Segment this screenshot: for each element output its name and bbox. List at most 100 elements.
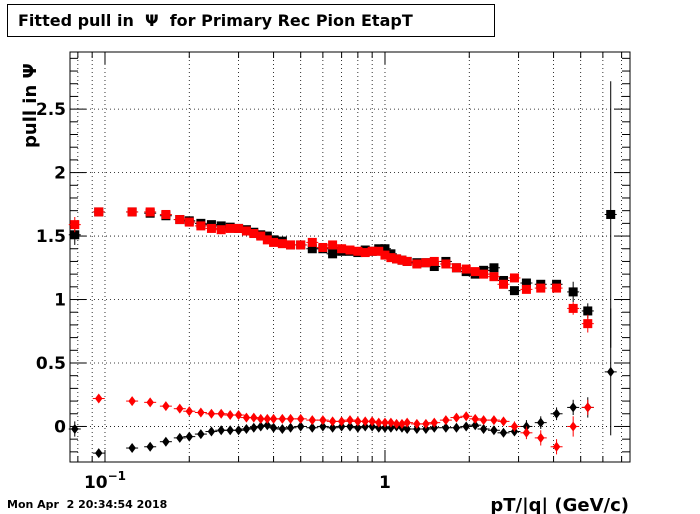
data-point-diamond xyxy=(176,403,184,414)
timestamp: Mon Apr 2 20:34:54 2018 xyxy=(7,498,168,511)
data-point-diamond xyxy=(552,441,561,452)
data-point-square xyxy=(206,223,216,233)
data-point-square xyxy=(568,303,578,313)
data-point-square xyxy=(241,226,251,236)
data-point-diamond xyxy=(278,423,287,434)
data-point-square xyxy=(451,263,461,273)
data-point-diamond xyxy=(479,423,488,434)
data-point-diamond xyxy=(308,415,317,426)
data-point-diamond xyxy=(606,366,615,377)
data-point-diamond xyxy=(337,421,346,432)
data-point-diamond xyxy=(346,415,354,426)
data-point-square xyxy=(552,283,562,293)
grid-lines xyxy=(70,52,630,462)
data-point-square xyxy=(583,306,593,316)
x-tick-label: 1 xyxy=(379,473,391,493)
y-tick-label: 1.5 xyxy=(36,227,66,247)
data-point-square xyxy=(461,264,471,274)
data-point-diamond xyxy=(387,422,395,433)
data-point-diamond xyxy=(552,408,561,419)
data-point-square xyxy=(256,231,266,241)
data-point-diamond xyxy=(499,416,508,427)
data-point-diamond xyxy=(319,415,327,426)
data-point-diamond xyxy=(462,421,470,432)
data-point-square xyxy=(360,248,370,258)
data-point-diamond xyxy=(197,407,205,418)
data-point-diamond xyxy=(374,422,383,433)
data-point-diamond xyxy=(337,416,346,427)
data-point-diamond xyxy=(569,421,577,432)
data-point-square xyxy=(412,259,422,269)
data-point-diamond xyxy=(368,421,376,432)
data-point-square xyxy=(489,272,499,282)
data-point-diamond xyxy=(94,393,103,404)
data-point-diamond xyxy=(146,441,154,452)
y-tick-label: 0.5 xyxy=(36,354,66,374)
data-point-diamond xyxy=(354,422,362,433)
data-point-square xyxy=(367,246,377,256)
data-point-diamond xyxy=(361,421,369,432)
data-point-diamond xyxy=(346,421,354,432)
data-point-diamond xyxy=(430,422,439,433)
data-point-diamond xyxy=(422,423,430,434)
y-tick-label: 2 xyxy=(54,164,66,184)
series xyxy=(68,207,594,333)
data-point-diamond xyxy=(374,417,383,428)
data-point-square xyxy=(509,273,519,283)
series xyxy=(68,308,617,459)
data-point-square xyxy=(225,223,235,233)
data-point-diamond xyxy=(269,422,278,433)
data-point-diamond xyxy=(286,413,295,424)
data-point-diamond xyxy=(242,412,251,423)
data-point-square xyxy=(196,221,206,231)
data-point-square xyxy=(402,256,412,266)
data-point-diamond xyxy=(217,408,225,419)
series xyxy=(92,393,594,455)
chart-title: Fitted pull in Ψ for Primary Rec Pion Et… xyxy=(18,11,413,30)
data-point-square xyxy=(307,244,317,254)
data-point-diamond xyxy=(217,425,225,436)
data-point-diamond xyxy=(269,413,278,424)
axis-ticks xyxy=(70,52,630,462)
data-point-diamond xyxy=(256,421,265,432)
data-marks xyxy=(68,81,617,459)
data-point-square xyxy=(374,246,384,256)
data-point-diamond xyxy=(442,422,450,433)
data-point-square xyxy=(262,235,272,245)
data-point-diamond xyxy=(522,427,531,438)
data-point-square xyxy=(94,207,104,217)
plot-frame xyxy=(69,51,631,463)
data-point-diamond xyxy=(536,417,545,428)
data-point-diamond xyxy=(185,406,194,417)
data-point-diamond xyxy=(361,416,369,427)
data-point-diamond xyxy=(207,426,216,437)
data-point-diamond xyxy=(296,421,305,432)
data-point-square xyxy=(380,244,390,254)
y-tick-label: 2.5 xyxy=(36,100,66,120)
data-point-square xyxy=(70,230,80,240)
data-point-diamond xyxy=(422,418,430,429)
data-point-diamond xyxy=(234,410,243,421)
data-point-diamond xyxy=(403,423,411,434)
data-point-diamond xyxy=(250,412,258,423)
data-point-square xyxy=(441,259,451,269)
data-point-square xyxy=(536,283,546,293)
data-point-square xyxy=(277,239,287,249)
data-point-diamond xyxy=(296,413,305,424)
data-point-square xyxy=(521,284,531,294)
y-tick-label: 0 xyxy=(54,417,66,437)
data-point-square xyxy=(269,237,279,247)
data-point-diamond xyxy=(319,421,327,432)
data-point-diamond xyxy=(146,397,154,408)
data-point-diamond xyxy=(403,417,411,428)
data-point-diamond xyxy=(234,425,243,436)
data-point-diamond xyxy=(256,413,265,424)
y-axis-label: pull in Ψ xyxy=(20,63,41,148)
data-point-square xyxy=(583,319,593,329)
data-point-square xyxy=(429,256,439,266)
data-point-diamond xyxy=(278,413,287,424)
data-point-square xyxy=(307,237,317,247)
data-point-diamond xyxy=(354,416,362,427)
data-point-diamond xyxy=(226,425,234,436)
data-point-square xyxy=(429,262,439,272)
